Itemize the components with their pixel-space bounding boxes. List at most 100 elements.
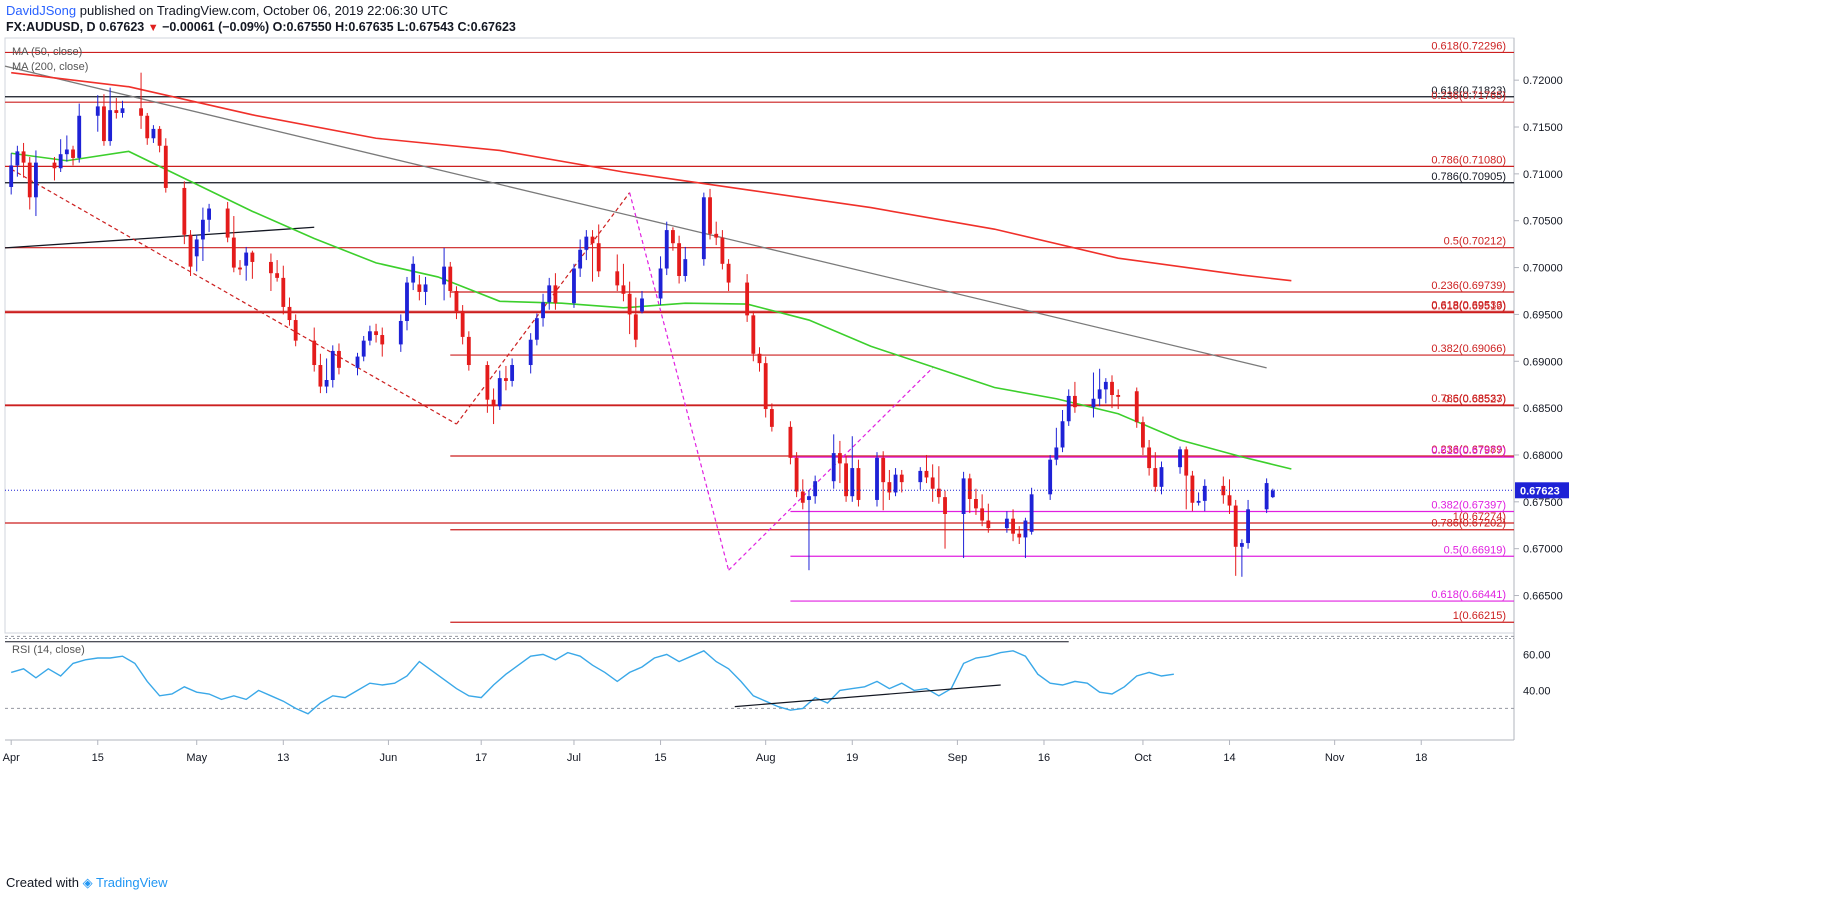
candle-body	[287, 306, 292, 321]
candle-body	[1264, 483, 1269, 510]
candle-body	[541, 302, 545, 319]
ohlc-values: O:0.67550 H:0.67635 L:0.67543 C:0.67623	[272, 20, 516, 34]
author-link[interactable]: DavidJSong	[6, 3, 77, 18]
candle-body	[330, 350, 335, 381]
candle-body	[726, 263, 731, 283]
candle-body	[231, 237, 236, 268]
candle-body	[281, 277, 286, 307]
candle-body	[974, 499, 978, 509]
fib-level-label: 0.618(0.69519)	[1431, 301, 1506, 313]
candle-body	[671, 230, 675, 244]
y-tick-label: 0.71500	[1523, 122, 1563, 134]
candle-body	[21, 151, 26, 163]
candle-body	[108, 110, 113, 142]
candle-body	[504, 378, 508, 381]
candle-body	[757, 353, 762, 364]
candle-body	[275, 273, 280, 278]
candle-body	[918, 470, 923, 483]
candle-body	[528, 339, 533, 366]
candle-body	[701, 197, 706, 260]
candle-body	[207, 208, 212, 220]
candle-body	[238, 267, 242, 270]
ma50-line	[11, 150, 1292, 470]
support-line	[4, 226, 315, 249]
y-tick-label: 0.68500	[1523, 403, 1563, 415]
last-price-badge-label: 0.67623	[1520, 485, 1560, 497]
candle-body	[621, 285, 626, 294]
candle-body	[769, 409, 774, 427]
candle-body	[71, 149, 75, 158]
fib-level-label: 1(0.66215)	[1453, 610, 1506, 622]
candle-body	[225, 208, 230, 238]
candle-body	[800, 491, 805, 503]
candle-body	[398, 320, 403, 345]
x-tick-label: Sep	[948, 752, 968, 764]
candle-body	[578, 249, 583, 269]
candle-body	[324, 380, 329, 387]
candle-body	[627, 293, 632, 315]
x-tick-label: Aug	[756, 752, 776, 764]
price-change: −0.00061 (−0.09%)	[162, 20, 270, 34]
candle-body	[293, 320, 298, 341]
dashed-rebound	[728, 367, 934, 571]
candle-body	[1184, 449, 1189, 476]
candle-body	[936, 488, 941, 498]
candle-body	[1196, 500, 1201, 503]
x-tick-label: May	[186, 752, 207, 764]
candle-body	[163, 145, 168, 188]
candle-body	[361, 340, 366, 357]
candle-body	[151, 128, 156, 139]
candle-body	[584, 236, 589, 250]
fib-level-label: 0.618(0.71823)	[1431, 85, 1506, 97]
y-tick-label: 0.72000	[1523, 75, 1563, 87]
fib-level-label: 0.236(0.67989)	[1431, 444, 1506, 456]
candle-body	[794, 457, 799, 492]
candle-body	[708, 197, 712, 234]
tradingview-brand[interactable]: TradingView	[96, 875, 168, 890]
symbol-label[interactable]: FX:AUDUSD, D	[6, 20, 96, 34]
x-tick-label: Oct	[1134, 752, 1151, 764]
candle-body	[102, 106, 106, 142]
fib-level-label: 0.786(0.70905)	[1431, 171, 1506, 183]
candle-body	[1060, 421, 1065, 448]
candle-body	[318, 365, 323, 387]
chart-canvas[interactable]: 0.66500 0.67000 0.67500 0.68000 0.68500 0.690…	[0, 0, 1828, 870]
candle-body	[1116, 395, 1121, 397]
candle-body	[893, 474, 898, 493]
candle-body	[15, 151, 20, 166]
candle-body	[27, 162, 32, 198]
candle-body	[547, 285, 552, 303]
x-tick-label: Apr	[3, 752, 20, 764]
fib-level-label: 0.382(0.67397)	[1431, 499, 1506, 511]
candle-body	[454, 290, 459, 312]
candle-body	[1011, 518, 1015, 534]
candle-body	[887, 482, 892, 493]
candle-body	[485, 365, 490, 400]
candle-body	[1023, 520, 1028, 538]
chart-header: DavidJSong published on TradingView.com,…	[6, 3, 516, 36]
candle-body	[423, 284, 428, 292]
y-tick-label: 0.69000	[1523, 356, 1563, 368]
y-tick-label: 0.70000	[1523, 263, 1563, 275]
candle-body	[250, 252, 255, 262]
candle-body	[64, 149, 69, 155]
candle-body	[850, 468, 855, 497]
candle-body	[943, 497, 947, 514]
x-tick-label: 14	[1223, 752, 1235, 764]
candle-body	[831, 453, 836, 482]
candle-body	[640, 298, 644, 312]
candle-body	[1103, 381, 1108, 390]
candle-body	[961, 478, 966, 514]
candle-body	[1270, 490, 1275, 498]
x-tick-label: 19	[846, 752, 858, 764]
candle-body	[1097, 389, 1102, 399]
candle-body	[1178, 449, 1182, 468]
candle-body	[491, 399, 496, 407]
candle-body	[683, 259, 688, 276]
candle-body	[1233, 505, 1238, 547]
candle-body	[355, 356, 360, 368]
x-tick-label: 17	[475, 752, 487, 764]
candle-body	[52, 162, 57, 169]
last-price-badge	[1515, 482, 1569, 499]
ma50-legend: MA (50, close)	[12, 46, 82, 58]
